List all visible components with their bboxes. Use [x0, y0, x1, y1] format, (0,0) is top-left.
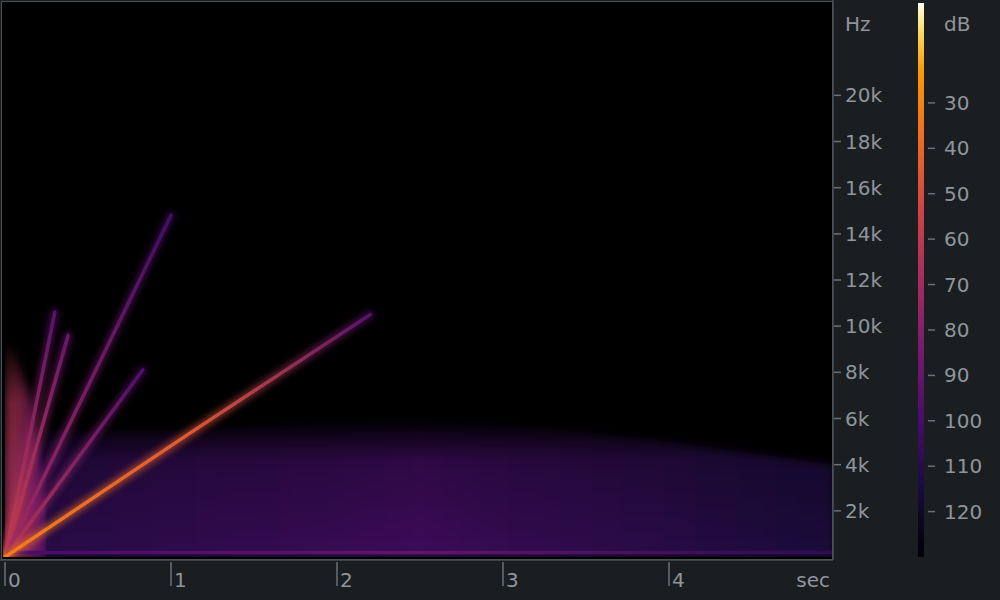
y-tick — [834, 279, 841, 281]
x-tick — [502, 562, 504, 586]
chart: 0 1 2 3 4 sec 2k 4k 6k 8k 10k 12k 14k 16k 18k 20k Hz 30 40… — [0, 0, 1000, 600]
colorbar-tick-label: 100 — [944, 409, 982, 433]
x-tick — [4, 562, 6, 586]
colorbar-tick — [928, 102, 935, 104]
y-axis-label: Hz — [845, 12, 871, 36]
y-axis-line — [832, 0, 834, 560]
colorbar-tick-label: 70 — [944, 273, 969, 297]
colorbar-tick-label: 60 — [944, 227, 969, 251]
colorbar-tick — [928, 238, 935, 240]
chirp-line — [5, 315, 370, 557]
colorbar-tick-label: 90 — [944, 363, 969, 387]
colorbar-tick — [928, 375, 935, 377]
colorbar-tick-label: 120 — [944, 500, 982, 524]
x-tick-label: 3 — [506, 568, 519, 592]
colorbar-tick — [928, 284, 935, 286]
y-tick — [834, 95, 841, 97]
colorbar-tick — [928, 420, 935, 422]
y-tick-label: 2k — [845, 499, 870, 523]
plot-marks — [5, 215, 832, 557]
x-tick-label: 2 — [340, 568, 353, 592]
colorbar-label: dB — [944, 12, 970, 36]
colorbar-tick — [928, 465, 935, 467]
colorbar — [918, 3, 924, 557]
x-axis-line — [0, 559, 833, 561]
y-tick-label: 8k — [845, 360, 870, 384]
x-tick-label: 4 — [672, 568, 685, 592]
energy-area — [5, 419, 832, 558]
colorbar-tick-label: 50 — [944, 182, 969, 206]
x-tick-label: 0 — [8, 568, 21, 592]
x-axis-label: sec — [796, 568, 830, 592]
chirp-line — [5, 551, 832, 555]
y-tick — [834, 464, 841, 466]
y-tick-label: 18k — [845, 130, 882, 154]
x-tick — [668, 562, 670, 586]
y-tick — [834, 418, 841, 420]
y-tick — [834, 233, 841, 235]
y-tick — [834, 187, 841, 189]
x-tick — [336, 562, 338, 586]
y-tick-label: 10k — [845, 314, 882, 338]
colorbar-tick-label: 40 — [944, 136, 969, 160]
area-group — [5, 419, 832, 558]
chirp-glow — [5, 315, 370, 557]
colorbar-tick — [928, 511, 935, 513]
colorbar-tick-label: 80 — [944, 318, 969, 342]
chirp-glow — [5, 548, 832, 557]
x-tick — [170, 562, 172, 586]
y-tick-label: 12k — [845, 268, 882, 292]
background — [0, 0, 1000, 600]
colorbar-tick-label: 30 — [944, 91, 969, 115]
y-tick-label: 20k — [845, 83, 882, 107]
colorbar-tick-label: 110 — [944, 454, 982, 478]
x-tick-label: 1 — [174, 568, 187, 592]
y-tick — [834, 325, 841, 327]
colorbar-tick — [928, 148, 935, 150]
colorbar-tick — [928, 329, 935, 331]
y-tick — [834, 372, 841, 374]
y-tick-label: 16k — [845, 176, 882, 200]
colorbar-tick — [928, 193, 935, 195]
y-tick-label: 4k — [845, 453, 870, 477]
y-tick-label: 14k — [845, 222, 882, 246]
chirp-glow — [5, 370, 143, 557]
y-tick — [834, 141, 841, 143]
y-tick — [834, 510, 841, 512]
chirp-line — [5, 370, 143, 557]
y-tick-label: 6k — [845, 407, 870, 431]
